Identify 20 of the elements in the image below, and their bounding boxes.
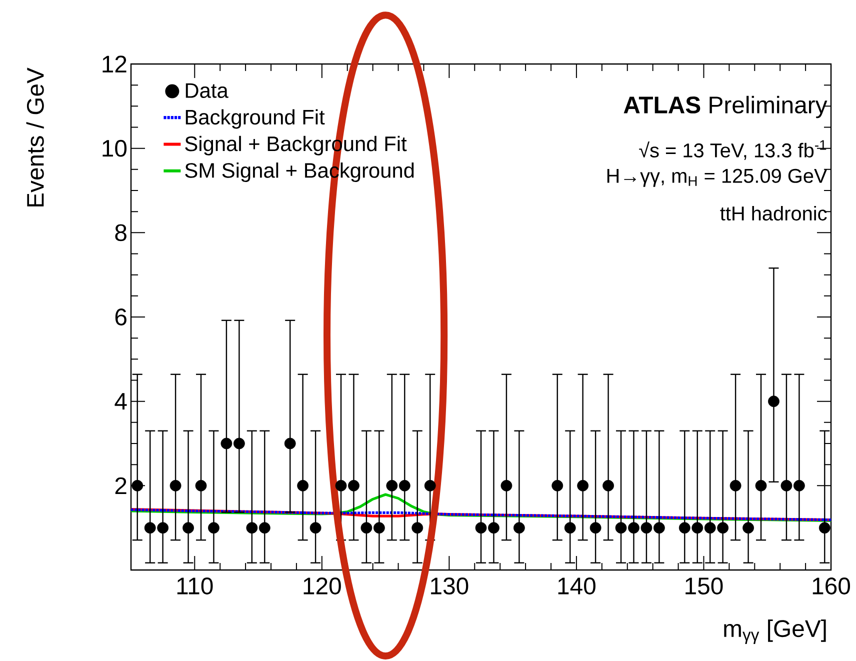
y-axis-title: Events / GeV [26, 68, 44, 206]
x-tick-label: 110 [177, 578, 213, 594]
annotation: H→γγ, m$_{H}$ = 125.09 GeV [607, 168, 828, 187]
x-axis-title: m$_{γγ}$ [GeV] [724, 620, 826, 644]
x-tick-label: 130 [431, 578, 468, 594]
x-tick-label: 160 [812, 578, 850, 594]
annotation: ATLAS Preliminary [624, 96, 828, 118]
x-tick-label: 120 [304, 578, 341, 594]
y-tick-label: 6 [115, 308, 126, 326]
x-tick-label: 150 [686, 578, 723, 594]
y-tick-label: 2 [115, 477, 126, 494]
x-tick-label: 140 [558, 578, 596, 594]
y-tick-label: 12 [102, 56, 126, 72]
y-tick-label: 10 [102, 140, 127, 157]
annotation: √s = 13 TeV, 13.3 fb$^{-1}$ [639, 140, 826, 160]
legend-label: Data [186, 83, 228, 98]
y-tick-label: 8 [115, 224, 126, 242]
annotation: ttH hadronic [720, 206, 827, 221]
legend-label: Background Fit [186, 109, 325, 129]
y-tick-label: 4 [114, 393, 127, 410]
